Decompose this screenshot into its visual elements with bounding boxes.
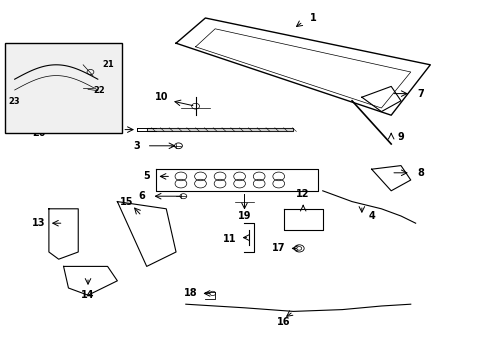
Text: 17: 17 (271, 243, 285, 253)
Text: 10: 10 (154, 92, 168, 102)
Text: 16: 16 (276, 317, 290, 327)
Text: 20: 20 (32, 128, 46, 138)
Bar (5, 43, 122, 133)
Text: 21: 21 (102, 60, 114, 69)
Text: 12: 12 (296, 189, 309, 199)
Polygon shape (146, 128, 293, 131)
Text: 7: 7 (416, 89, 423, 99)
Text: 5: 5 (143, 171, 150, 181)
Text: 23: 23 (9, 97, 20, 106)
Text: 3: 3 (133, 141, 140, 151)
Text: 19: 19 (237, 211, 251, 221)
Text: 14: 14 (81, 290, 95, 300)
Text: 15: 15 (120, 197, 134, 207)
Text: 9: 9 (397, 132, 404, 142)
Text: 13: 13 (32, 218, 46, 228)
Text: 4: 4 (367, 211, 374, 221)
Text: 1: 1 (309, 13, 316, 23)
Text: 11: 11 (223, 234, 236, 244)
Text: 2: 2 (109, 125, 116, 135)
Text: 18: 18 (183, 288, 197, 298)
Text: 22: 22 (93, 86, 104, 95)
Text: 6: 6 (138, 191, 145, 201)
Text: 8: 8 (416, 168, 423, 178)
